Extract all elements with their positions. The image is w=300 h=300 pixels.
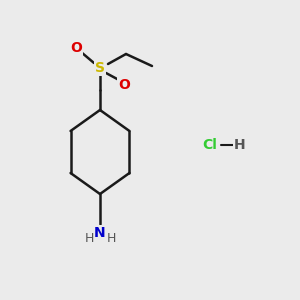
Text: S: S [95, 61, 105, 75]
Text: O: O [70, 41, 82, 55]
Text: H: H [234, 138, 246, 152]
Text: O: O [118, 78, 130, 92]
Text: H: H [106, 232, 116, 244]
Text: H: H [84, 232, 94, 244]
Text: N: N [94, 226, 106, 240]
Text: Cl: Cl [202, 138, 217, 152]
